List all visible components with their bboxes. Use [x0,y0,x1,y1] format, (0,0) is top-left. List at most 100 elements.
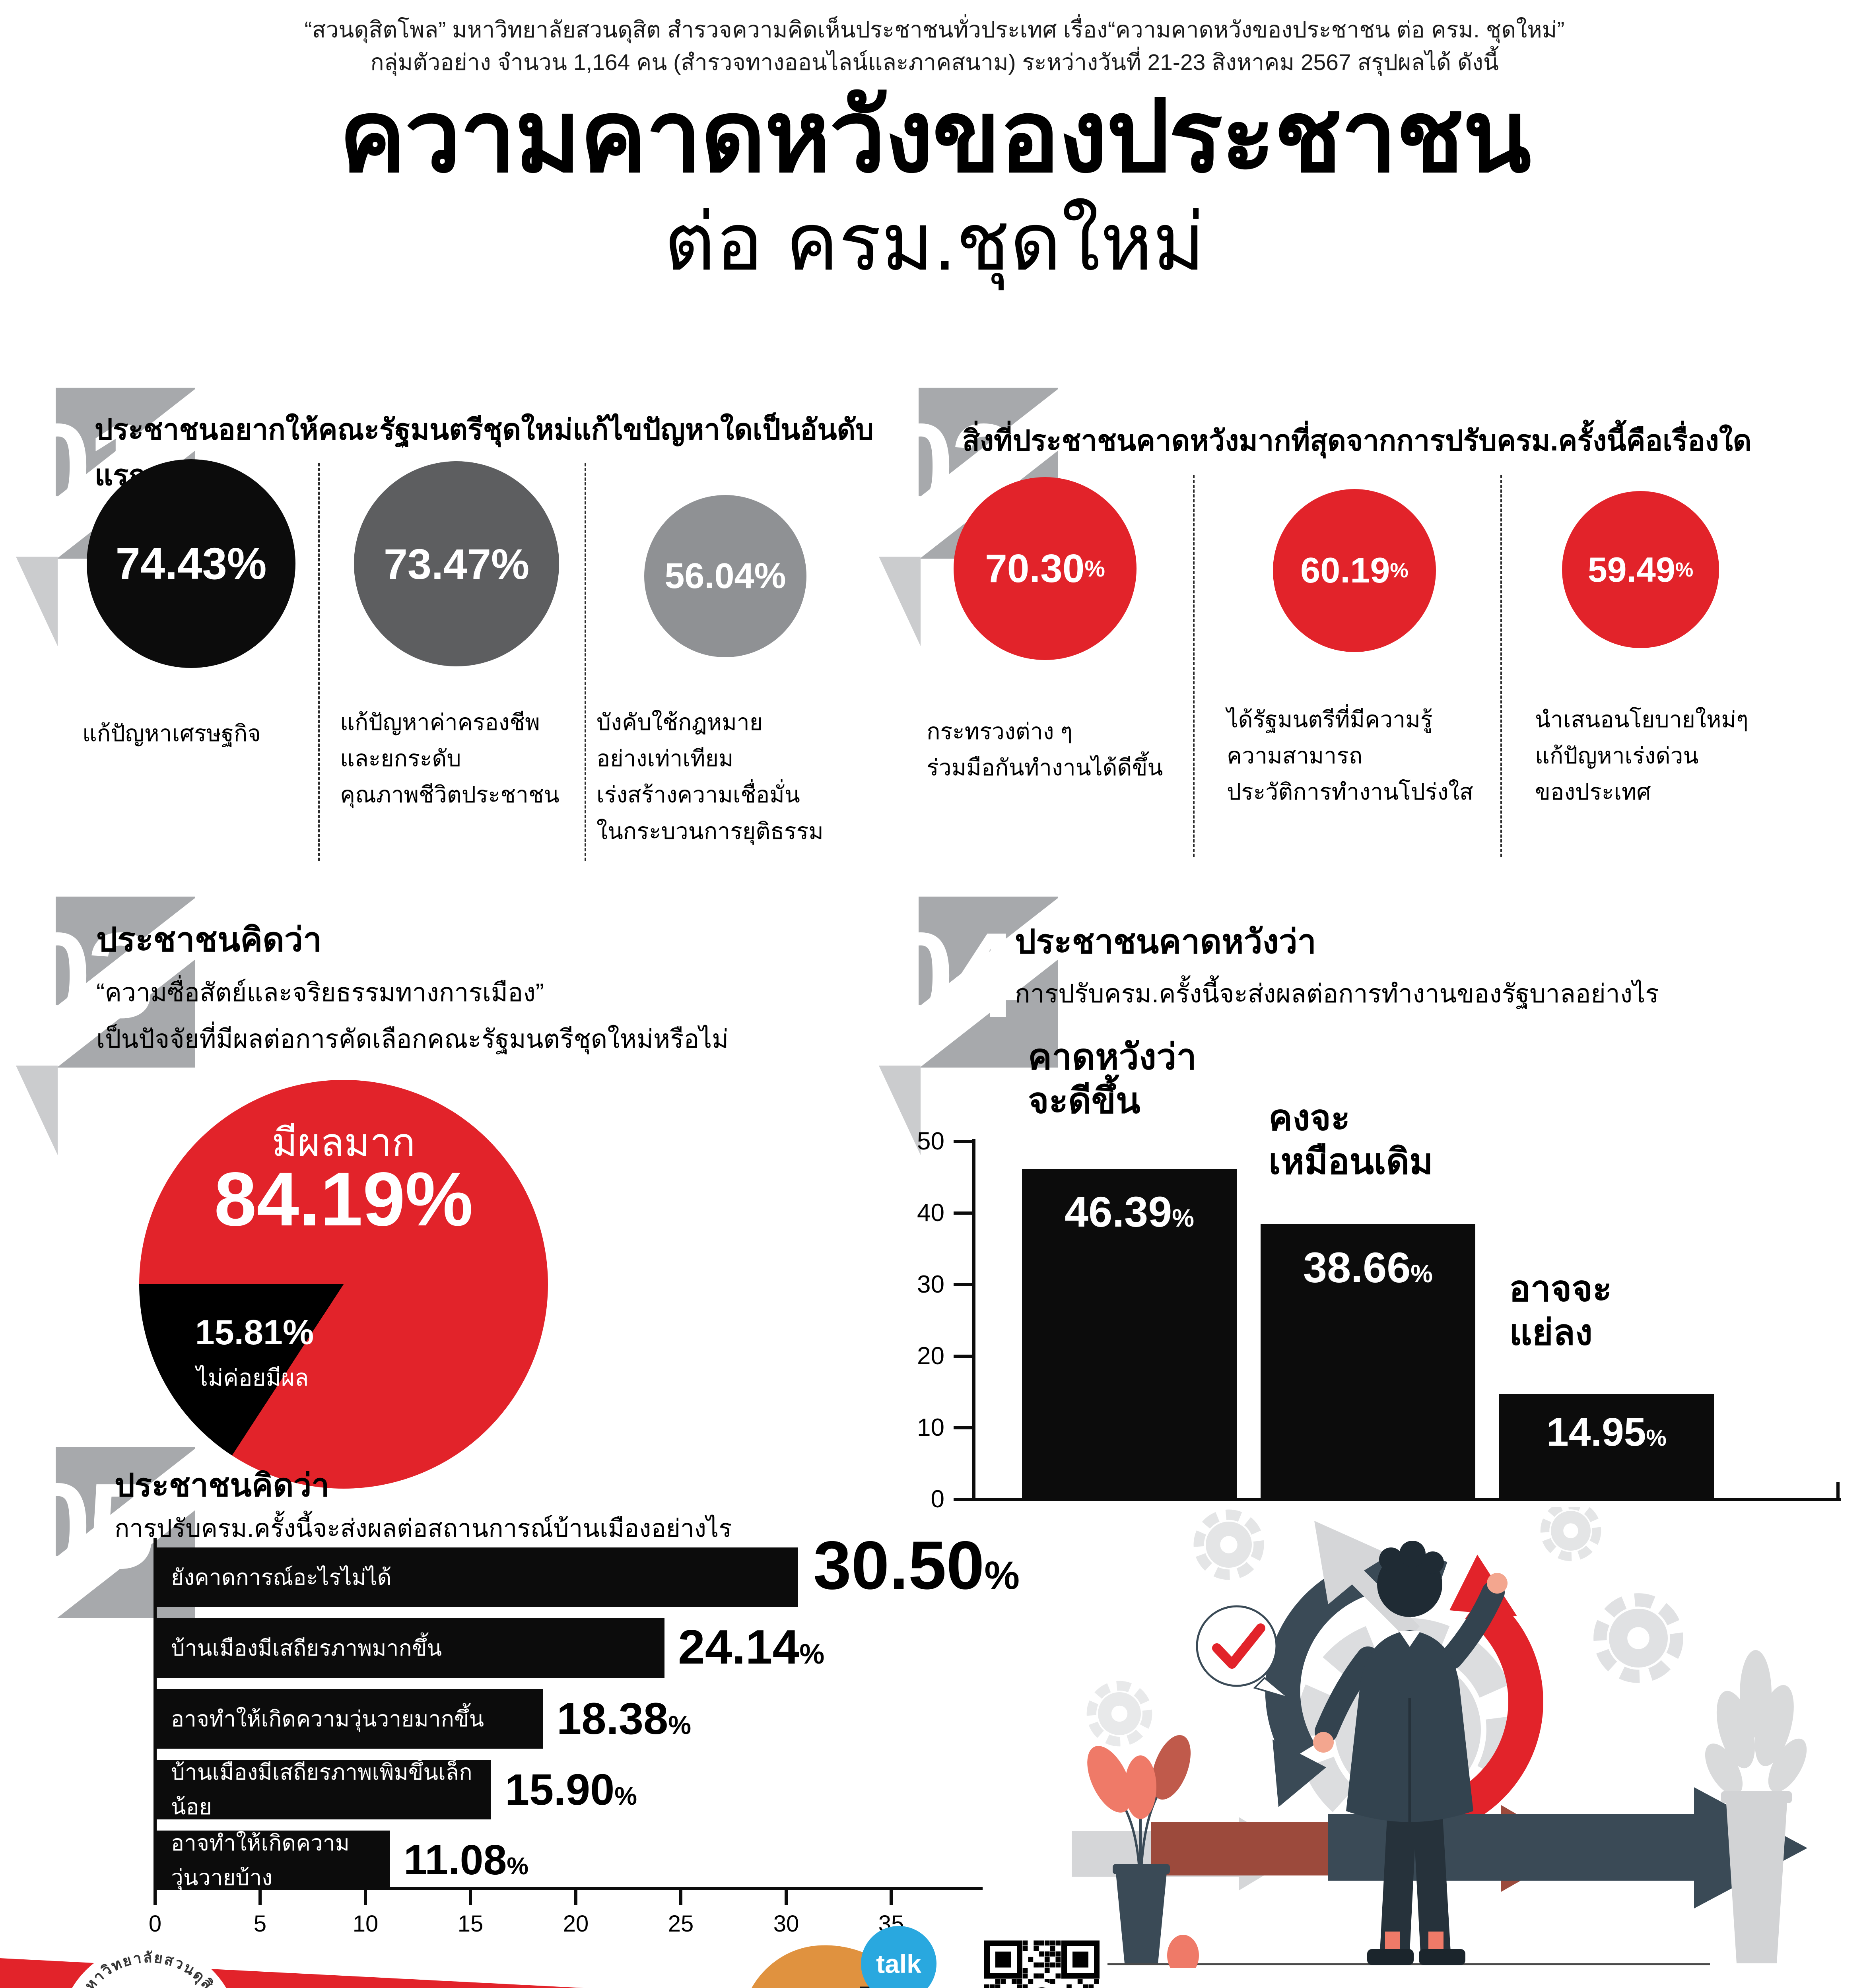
q4-bar-value-1: 46.39% [1065,1188,1194,1236]
man-shoe [1367,1949,1414,1965]
q1-label-3: บังคับใช้กฎหมาย อย่างเท่าเทียม เร่งสร้าง… [596,710,824,844]
section-03-subtitle-2: เป็นปัจจัยที่มีผลต่อการคัดเลือกคณะรัฐมนต… [96,1025,729,1053]
q5-xtick-label: 15 [457,1911,484,1937]
q1-circle-2: 73.47% [354,461,559,666]
q4-ytick-label: 30 [917,1271,944,1298]
section-04-badge: 04 [919,897,1058,1068]
q4-ytick [954,1140,973,1143]
q2-label-3: นำเสนอนโยบายใหม่ๆ แก้ปัญหาเร่งด่วน ของปร… [1535,707,1749,805]
coral-blob [1167,1935,1199,1968]
university-logo: มหาวิทยาลัยสวนดุสิต SUAN DUSIT UNIVERSIT… [72,1944,226,1988]
q4-ytick-label: 40 [917,1199,944,1227]
gear-icon [1545,1507,1597,1557]
qr-code [976,1932,1107,1988]
q5-bar-value-2: 24.14% [678,1620,825,1674]
q5-xtick [469,1890,472,1905]
q2-label-1: กระทรวงต่าง ๆ ร่วมมือกันทำงานได้ดีขึ้น [927,719,1163,781]
plant-pot-rim-right [1721,1791,1792,1803]
q5-bar: ยังคาดการณ์อะไรไม่ได้ [157,1547,798,1607]
badge-peel-tail [879,557,921,646]
man-ankle [1428,1932,1444,1949]
q5-xtick-label: 10 [352,1911,379,1937]
q5-xtick [574,1890,577,1905]
q5-xtick-label: 25 [668,1911,694,1937]
section-01-title: ประชาชนอยากให้คณะรัฐมนตรีชุดใหม่แก้ไขปัญ… [95,414,874,491]
q4-ytick-label: 10 [917,1414,944,1441]
q4-ytick-label: 0 [931,1485,944,1513]
pie-value-major: 84.19% [214,1156,473,1242]
q5-bar: อาจทำให้เกิดความวุ่นวายบ้าง [157,1831,390,1890]
header-line-2: กลุ่มตัวอย่าง จำนวน 1,164 คน (สำรวจทางออ… [370,50,1499,75]
q4-bar [1022,1169,1237,1501]
plant-pot-left [1115,1869,1167,1963]
section-04-title: ประชาชนคาดหวังว่า [1015,923,1316,960]
qr-finder-patterns [984,1940,1100,1979]
man-shoe [1419,1949,1465,1965]
man-hair-curl [1379,1547,1403,1571]
q2-circle-2: 60.19% [1273,489,1436,652]
q4-bar [1499,1394,1714,1501]
man-right-arm [1440,1581,1505,1670]
agree-pie-chart [139,1080,548,1489]
header-line-1: “สวนดุสิตโพล” มหาวิทยาลัยสวนดุสิต สำรวจค… [304,17,1565,43]
divider [318,463,320,861]
decision-man-illustration [1072,1507,1807,1968]
q5-xtick-label: 30 [773,1911,799,1937]
q1-circle-3: 56.04% [644,495,806,657]
q1-label-2: แก้ปัญหาค่าครองชีพ และยกระดับ คุณภาพชีวิ… [340,710,560,808]
man-hair-curl [1422,1551,1444,1574]
plant-pot-right [1726,1797,1787,1963]
plant-right [1705,1650,1807,1795]
q2-circle-1: 70.30% [954,477,1137,660]
man-ankle [1385,1932,1400,1949]
q5-bar: บ้านเมืองมีเสถียรภาพเพิ่มขึ้นเล็กน้อย [157,1760,491,1819]
q4-bar-label-2: คงจะ เหมือนเดิม [1269,1098,1433,1182]
cycle-arrowhead-dark [1273,1740,1326,1807]
badge-peel-tail [16,1066,58,1155]
gear-icon [1199,1515,1259,1575]
gear-icon [1600,1600,1677,1676]
section-05-title: ประชาชนคิดว่า [115,1468,330,1503]
gear-icon [1092,1686,1147,1741]
q5-xtick [258,1890,262,1905]
badge-peel-tail [16,557,58,646]
q2-circle-3: 59.49% [1562,491,1719,648]
man-left-hand [1313,1732,1334,1753]
section-03-subtitle-1: “ความซื่อสัตย์และจริยธรรมทางการเมือง” [96,978,544,1007]
speech-bubble [1196,1605,1278,1687]
section-05-subtitle: การปรับครม.ครั้งนี้จะส่งผลต่อสถานการณ์บ้… [115,1515,732,1542]
q5-bar-value-4: 15.90% [505,1765,637,1814]
q5-xtick [785,1890,788,1905]
divider [585,463,586,861]
q4-ytick [954,1211,973,1215]
man-left-arm [1315,1646,1379,1743]
man-hair-curl [1399,1541,1426,1567]
q5-x-axis [153,1887,983,1890]
check-icon [1212,1623,1265,1669]
q4-ytick-label: 50 [917,1128,944,1155]
plant-leaf [1087,1746,1132,1813]
q1-label-1: แก้ปัญหาเศรษฐกิจ [82,721,261,746]
q4-axis-end-tick [1836,1482,1840,1498]
q5-y-axis [153,1538,157,1890]
man-legs [1380,1803,1451,1952]
plant-leaf [1151,1735,1191,1800]
speech-bubble-tail [1253,1677,1289,1699]
q4-ytick [954,1498,973,1501]
q2-label-2: ได้รัฐมนตรีที่มีความรู้ ความสามารถ ประวั… [1227,707,1473,805]
q5-xtick [679,1890,682,1905]
q5-xtick-label: 20 [563,1911,589,1937]
section-03-title: ประชาชนคิดว่า [96,921,322,958]
page-title: ความคาดหวังของประชาชน [339,81,1531,192]
section-03-badge: 03 [56,897,195,1068]
q5-bar-value-5: 11.08% [404,1837,529,1883]
section-02-title: สิ่งที่ประชาชนคาดหวังมากที่สุดจากการปรับ… [962,425,1752,457]
plant-leaf [1125,1755,1156,1819]
section-04-subtitle: การปรับครม.ครั้งนี้จะส่งผลต่อการทำงานของ… [1015,979,1659,1008]
divider [1500,475,1502,857]
q5-xtick-label: 0 [148,1911,162,1937]
man-right-hand [1487,1573,1508,1594]
q4-ytick [954,1283,973,1286]
man-collar [1399,1631,1420,1647]
q5-xtick [890,1890,893,1905]
